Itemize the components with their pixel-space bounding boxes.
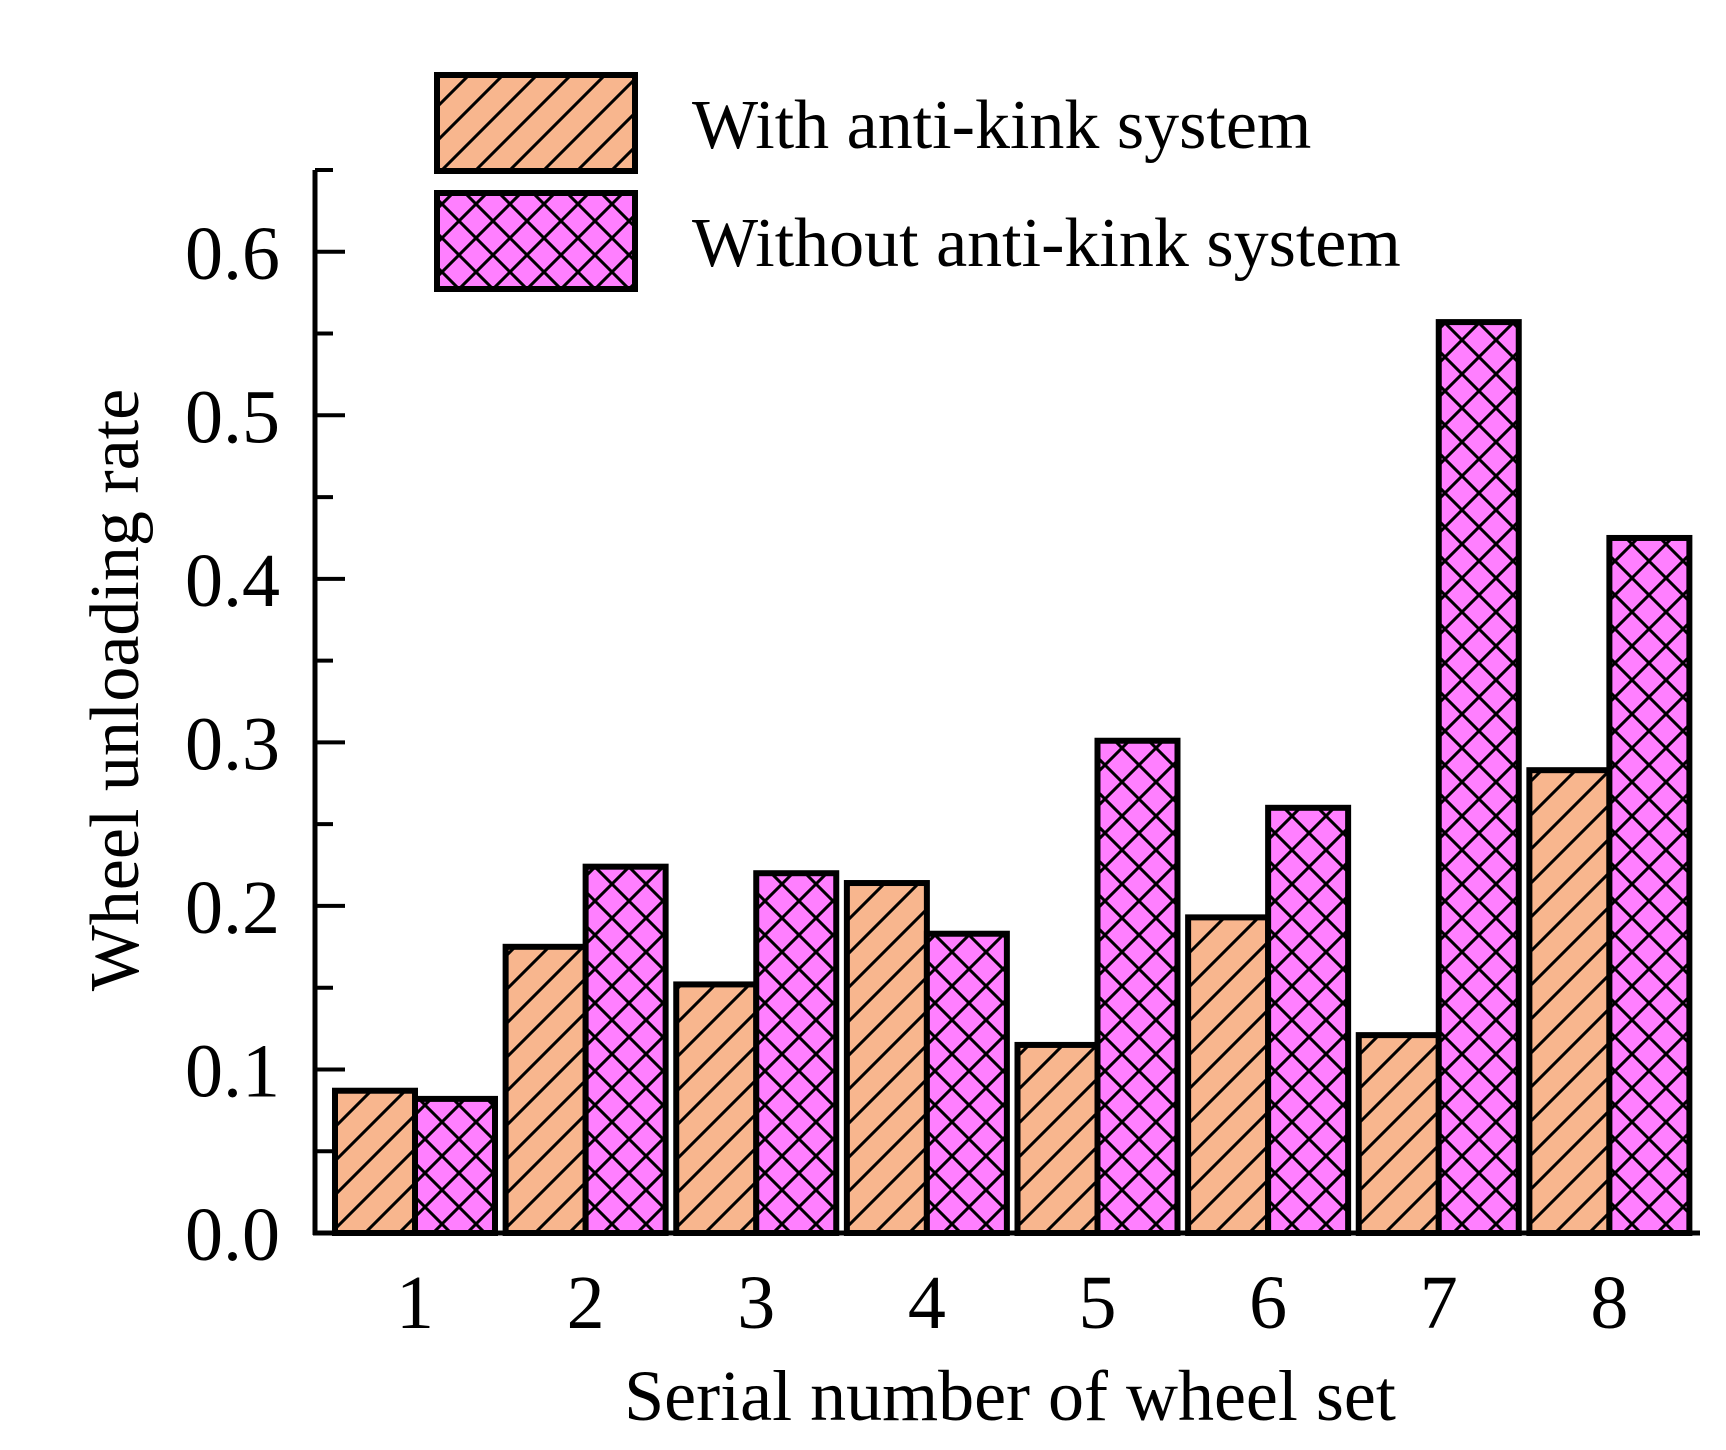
x-tick-label: 2 — [567, 1261, 605, 1345]
bar-with-6 — [1185, 914, 1272, 1237]
legend: With anti-kink system Without anti-kink … — [434, 72, 1401, 292]
bar-with-8 — [1526, 767, 1613, 1236]
legend-label-with: With anti-kink system — [692, 87, 1311, 164]
bar-without-3 — [753, 870, 840, 1236]
x-tick-label: 6 — [1249, 1261, 1287, 1345]
x-tick-label: 1 — [396, 1261, 434, 1345]
y-tick-label: 0.0 — [185, 1193, 280, 1277]
bar-with-4 — [843, 880, 930, 1237]
bar-with-5 — [1014, 1041, 1101, 1237]
y-tick-label: 0.1 — [185, 1029, 280, 1113]
bar-with-7 — [1355, 1032, 1442, 1236]
axes-group — [312, 170, 1700, 1236]
bar-without-7 — [1435, 319, 1522, 1236]
x-axis-label: Serial number of wheel set — [624, 1356, 1396, 1436]
bar-without-8 — [1606, 534, 1693, 1236]
x-tick-label: 8 — [1590, 1261, 1628, 1345]
x-ticks-group: 1 2 3 4 5 6 7 8 — [396, 1261, 1628, 1345]
y-tick-label: 0.2 — [185, 866, 280, 950]
bar-without-5 — [1094, 737, 1181, 1236]
y-tick-label: 0.5 — [185, 375, 280, 459]
bar-without-2 — [582, 863, 669, 1236]
x-tick-label: 3 — [737, 1261, 775, 1345]
bar-with-3 — [673, 981, 760, 1236]
x-tick-label: 5 — [1079, 1261, 1117, 1345]
legend-swatch-without — [434, 190, 638, 292]
legend-label-without: Without anti-kink system — [692, 205, 1401, 282]
bar-with-2 — [502, 943, 589, 1236]
x-tick-label: 4 — [908, 1261, 946, 1345]
y-tick-label: 0.4 — [185, 539, 280, 623]
y-ticks-group: 0.0 0.1 0.2 0.3 0.4 0.5 0.6 — [185, 168, 345, 1277]
x-tick-label: 7 — [1420, 1261, 1458, 1345]
bar-without-4 — [923, 930, 1010, 1236]
y-axis-label: Wheel unloading rate — [77, 389, 154, 992]
bar-with-1 — [332, 1087, 418, 1237]
y-tick-label: 0.3 — [185, 702, 280, 786]
bars-group — [332, 319, 1693, 1237]
bar-without-1 — [412, 1095, 498, 1236]
y-tick-label: 0.6 — [185, 212, 280, 296]
bar-without-6 — [1265, 804, 1352, 1236]
legend-swatch-with — [434, 72, 638, 174]
